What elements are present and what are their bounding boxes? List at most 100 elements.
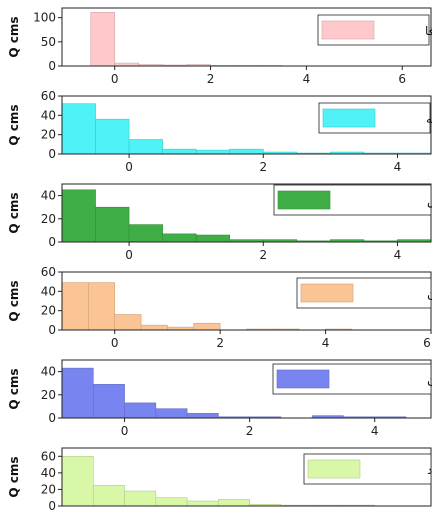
panel-2: 0 20 40 60 0 2 4 Q cms ســنته (7, 89, 432, 174)
x-tick-label: 0 (125, 160, 133, 174)
histogram-bar (95, 118, 130, 154)
panel-1: 0 50 100 0 2 4 6 Q cms جان آقا (7, 7, 432, 86)
histogram-bar (62, 103, 96, 154)
legend-label: ســنته (426, 112, 432, 126)
histogram-bar (186, 500, 219, 506)
bars (62, 103, 431, 154)
histogram-bar (229, 148, 264, 154)
panel-5: 0 20 40 0 2 4 Q cms دره پنبـــه دان (7, 359, 432, 438)
legend-swatch (277, 190, 331, 210)
y-tick-label: 40 (41, 466, 56, 480)
y-tick-label: 20 (41, 212, 56, 226)
histogram-bar (218, 499, 250, 506)
histogram-bar (90, 12, 116, 66)
histogram-bar (92, 384, 125, 418)
x-tick-label: 0 (125, 248, 133, 262)
histogram-bar (95, 206, 130, 242)
legend-swatch (276, 369, 330, 389)
y-tick-label: 0 (48, 59, 56, 73)
histogram-bar (195, 234, 231, 242)
y-tick-label: 0 (48, 411, 56, 425)
x-tick-label: 2 (259, 160, 267, 174)
panel-4: 0 20 40 60 0 2 4 6 Q cms پـل آنیـان (7, 265, 432, 350)
legend: جان آقا (317, 14, 432, 46)
y-tick-label: 60 (41, 265, 56, 279)
y-tick-label: 40 (41, 365, 56, 379)
plot-frame (61, 95, 432, 155)
histogram-bar (162, 148, 197, 154)
y-tick-label: 100 (33, 11, 56, 25)
y-axis-label: Q cms (7, 192, 21, 233)
histogram-bar (195, 149, 231, 154)
x-tick-label: 0 (111, 72, 119, 86)
histogram-bar (155, 497, 188, 506)
x-tick-label: 6 (398, 72, 406, 86)
y-axis-label: Q cms (7, 16, 21, 57)
x-tick-label: 0 (121, 424, 129, 438)
bars (62, 282, 353, 330)
legend: ســاریقمیش (273, 184, 432, 216)
x-tick-label: 4 (303, 72, 311, 86)
legend-label: پـل آنیـان (427, 286, 432, 301)
histogram-bar (62, 455, 94, 506)
y-tick-label: 20 (41, 482, 56, 496)
legend-label: جان آقا (425, 23, 432, 38)
x-tick-label: 4 (371, 424, 379, 438)
histogram-bar (62, 282, 89, 330)
y-tick-label: 60 (41, 89, 56, 103)
y-tick-label: 40 (41, 189, 56, 203)
histogram-bar (124, 402, 157, 418)
legend-swatch (321, 20, 375, 40)
x-tick-label: 2 (216, 336, 224, 350)
legend-label: دره پنبـــه دان (427, 373, 432, 388)
y-axis-label: Q cms (7, 368, 21, 409)
x-tick-label: 6 (423, 336, 431, 350)
histogram-bar (140, 324, 168, 330)
histogram-bar (88, 282, 116, 330)
x-tick-label: 2 (246, 424, 254, 438)
y-axis-label: Q cms (7, 456, 21, 497)
legend-swatch (322, 108, 376, 128)
legend: پـل آنیـان (296, 277, 432, 309)
histogram-bar (92, 484, 125, 506)
legend: دره پنبـــه دان (272, 363, 432, 395)
histogram-bar (124, 490, 157, 506)
y-tick-label: 0 (48, 499, 56, 511)
histogram-bar (186, 413, 219, 418)
legend-label: نظام آ باد (427, 462, 432, 477)
y-axis-label: Q cms (7, 280, 21, 321)
legend-swatch (307, 459, 361, 479)
y-tick-label: 50 (41, 35, 56, 49)
x-tick-label: 2 (207, 72, 215, 86)
histogram-bar (62, 367, 94, 418)
histogram-bar (193, 322, 221, 330)
y-tick-label: 0 (48, 235, 56, 249)
histogram-bar (114, 314, 142, 330)
y-axis-label: Q cms (7, 104, 21, 145)
panel-6: 0 20 40 60 Q cms نظام آ باد (7, 447, 432, 511)
x-tick-label: 0 (111, 336, 119, 350)
legend: نظام آ باد (303, 453, 432, 485)
y-tick-label: 20 (41, 304, 56, 318)
x-tick-label: 4 (394, 248, 402, 262)
y-tick-label: 0 (48, 323, 56, 337)
histogram-bar (162, 233, 197, 242)
bars (90, 12, 283, 66)
legend-label: ســاریقمیش (427, 194, 432, 209)
x-tick-label: 4 (322, 336, 330, 350)
y-tick-label: 40 (41, 108, 56, 122)
panel-3: 0 20 40 0 2 4 Q cms ســاریقمیش (7, 183, 432, 262)
legend-swatch (300, 283, 354, 303)
y-tick-label: 40 (41, 284, 56, 298)
y-tick-label: 20 (41, 128, 56, 142)
y-tick-label: 20 (41, 388, 56, 402)
histogram-bar (128, 139, 163, 154)
histogram-bar (128, 224, 163, 242)
histogram-bar (155, 408, 188, 418)
histogram-bar (62, 189, 96, 242)
plot-frame (61, 7, 432, 67)
y-tick-label: 60 (41, 449, 56, 463)
legend: ســنته (318, 102, 432, 134)
x-tick-label: 4 (394, 160, 402, 174)
